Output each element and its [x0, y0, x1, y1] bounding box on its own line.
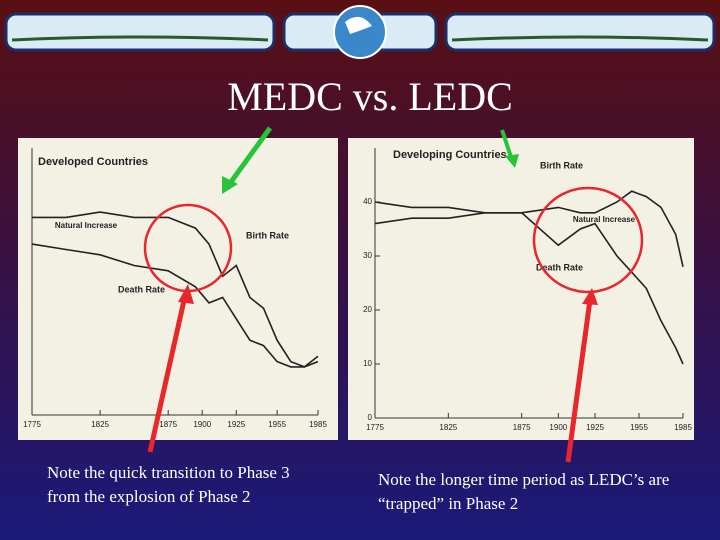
chart: Developing Countries 1775 1825 1875 1900 1925…	[348, 138, 694, 440]
x-tick-label: 1775	[366, 423, 384, 432]
y-tick-label: 20	[363, 305, 372, 314]
note: Note the quick transition to Phase 3 fro…	[47, 463, 290, 506]
note: Note the longer time period as LEDC’s ar…	[378, 470, 670, 513]
x-tick-label: 1955	[268, 420, 286, 429]
series-label: Death Rate	[118, 284, 165, 294]
banner	[4, 5, 716, 59]
chart-title: Developed Countries	[38, 156, 148, 168]
slide-title: MEDC vs. LEDC	[227, 74, 513, 119]
x-tick-label: 1900	[193, 420, 211, 429]
x-tick-label: 1875	[513, 423, 531, 432]
series-label: Death Rate	[536, 262, 583, 272]
annotation: Natural Increase	[55, 221, 118, 230]
series-line	[374, 190, 684, 267]
y-tick-label: 0	[368, 413, 373, 422]
chart-background	[348, 138, 694, 440]
x-tick-label: 1925	[227, 420, 245, 429]
series-label: Birth Rate	[540, 160, 583, 170]
series-line	[32, 211, 319, 368]
chart-title: Developing Countries	[393, 149, 507, 161]
x-tick-label: 1900	[549, 423, 567, 432]
x-tick-label: 1955	[630, 423, 648, 432]
annotation: Natural Increase	[573, 215, 636, 224]
highlights	[143, 126, 644, 463]
x-tick-label: 1825	[439, 423, 457, 432]
x-tick-label: 1825	[91, 420, 109, 429]
series-label: Birth Rate	[246, 230, 289, 240]
x-tick-label: 1925	[586, 423, 604, 432]
x-tick-label: 1985	[309, 420, 327, 429]
x-tick-label: 1985	[674, 423, 692, 432]
x-tick-label: 1775	[23, 420, 41, 429]
y-tick-label: 40	[363, 197, 372, 206]
series-line	[374, 212, 684, 365]
x-tick-label: 1875	[159, 420, 177, 429]
series-line	[31, 243, 319, 368]
y-tick-label: 30	[363, 251, 372, 260]
y-tick-label: 10	[363, 359, 372, 368]
